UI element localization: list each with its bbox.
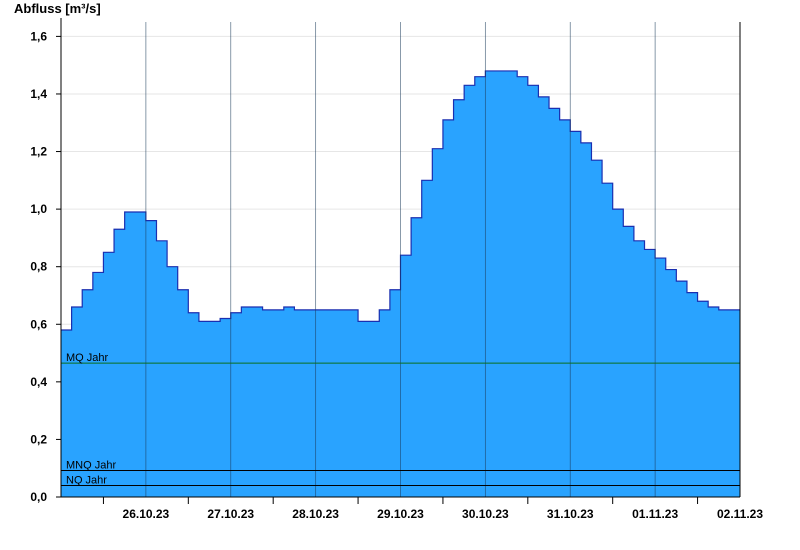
y-tick-label: 0,8	[30, 260, 47, 274]
y-tick-label: 0,2	[30, 432, 47, 446]
y-tick-label: 1,4	[30, 87, 47, 101]
x-tick-label: 26.10.23	[123, 507, 170, 521]
y-tick-label: 1,2	[30, 145, 47, 159]
y-tick-label: 0,6	[30, 317, 47, 331]
reference-line-label: MNQ Jahr	[66, 460, 116, 472]
x-tick-label: 29.10.23	[377, 507, 424, 521]
discharge-line	[61, 70, 740, 331]
y-tick-label: 0,4	[30, 375, 47, 389]
x-tick-label: 31.10.23	[547, 507, 594, 521]
x-tick-label: 02.11.23	[717, 507, 763, 521]
x-tick-label: 28.10.23	[292, 507, 339, 521]
reference-line-label: NQ Jahr	[66, 474, 107, 486]
y-tick-label: 0,0	[30, 490, 47, 504]
x-tick-label: 27.10.23	[207, 507, 254, 521]
y-axis-label: Abfluss [m³/s]	[14, 1, 101, 16]
x-tick-label: 30.10.23	[462, 507, 509, 521]
x-tick-label: 01.11.23	[632, 507, 678, 521]
reference-line-label: MQ Jahr	[66, 352, 109, 364]
y-tick-label: 1,0	[30, 202, 47, 216]
plot-area: MQ Jahr MNQ Jahr NQ Jahr 0,0 0,2 0,4 0,6 0,8 1,0…	[30, 18, 763, 521]
y-tick-label: 1,6	[30, 29, 47, 43]
